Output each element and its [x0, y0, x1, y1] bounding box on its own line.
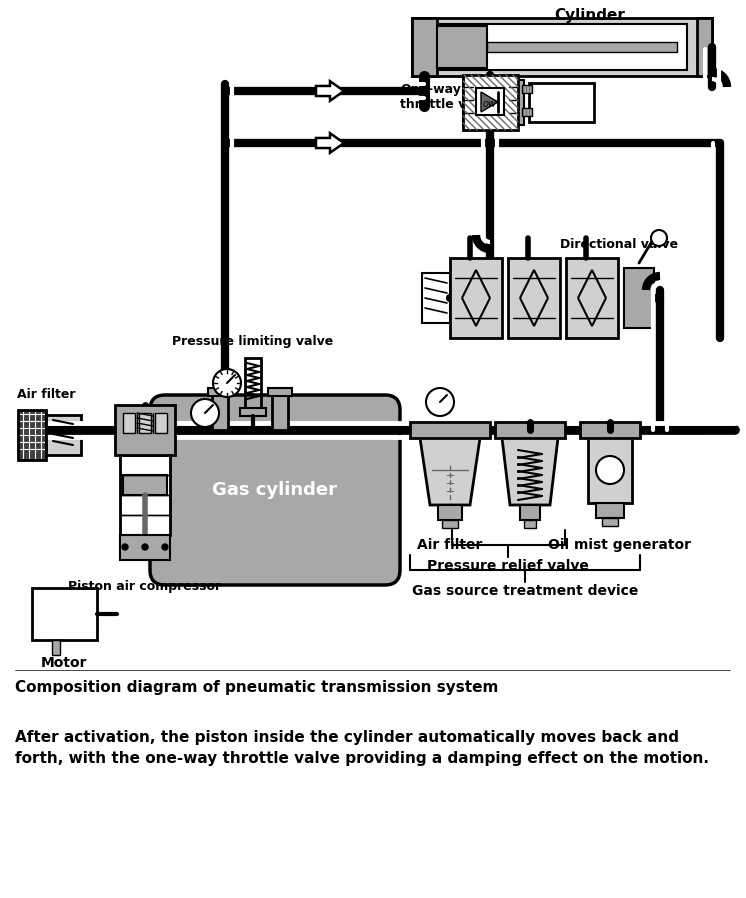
Circle shape	[191, 399, 219, 427]
Text: Air filter: Air filter	[16, 389, 75, 401]
Polygon shape	[316, 133, 344, 153]
Bar	[412, 18, 712, 76]
Bar	[524, 520, 536, 528]
Text: Oil mist generator: Oil mist generator	[548, 538, 692, 552]
Bar	[522, 85, 532, 93]
Text: One-way
throttle valve: One-way throttle valve	[400, 83, 495, 111]
Bar	[508, 258, 560, 338]
Bar	[272, 390, 288, 430]
Bar	[463, 80, 473, 125]
Bar	[437, 26, 487, 68]
Bar	[522, 108, 532, 116]
Bar	[596, 503, 624, 518]
Bar	[495, 422, 565, 438]
Text: Air filter: Air filter	[417, 538, 483, 552]
Bar	[215, 380, 235, 388]
Polygon shape	[316, 81, 344, 101]
Text: Directional valve: Directional valve	[560, 237, 678, 251]
Circle shape	[122, 544, 128, 550]
Bar	[219, 388, 231, 392]
Bar	[487, 42, 677, 52]
Bar	[566, 258, 618, 338]
Bar	[624, 268, 654, 328]
Text: Composition diagram of pneumatic transmission system: Composition diagram of pneumatic transmi…	[15, 680, 498, 695]
Circle shape	[142, 544, 148, 550]
Bar	[115, 405, 175, 455]
Bar	[155, 413, 167, 433]
Bar	[212, 390, 228, 430]
Bar	[120, 475, 170, 495]
Bar	[120, 515, 170, 535]
Bar	[602, 518, 618, 526]
Bar	[438, 505, 462, 520]
Bar	[410, 422, 490, 438]
Bar	[588, 438, 632, 503]
Bar	[123, 413, 135, 433]
Bar	[450, 258, 502, 338]
Bar	[123, 475, 167, 495]
Bar	[476, 88, 504, 115]
Circle shape	[162, 544, 168, 550]
Bar	[412, 18, 437, 76]
Bar	[442, 520, 458, 528]
Bar	[514, 80, 524, 125]
Text: Piston air compressor: Piston air compressor	[69, 580, 222, 593]
Bar	[240, 408, 266, 416]
Text: After activation, the piston inside the cylinder automatically moves back and
fo: After activation, the piston inside the …	[15, 730, 709, 766]
Bar	[580, 422, 640, 438]
Bar	[437, 24, 687, 70]
Text: Gas source treatment device: Gas source treatment device	[412, 584, 638, 598]
Bar	[463, 75, 518, 130]
Bar	[52, 640, 60, 655]
Bar	[32, 588, 97, 640]
Bar	[529, 83, 594, 122]
Bar	[245, 358, 261, 408]
Bar	[120, 455, 170, 475]
Bar	[120, 495, 170, 515]
Bar	[208, 388, 232, 396]
Bar	[422, 273, 450, 323]
Text: Pressure limiting valve: Pressure limiting valve	[172, 335, 333, 348]
Polygon shape	[502, 438, 558, 505]
Bar	[120, 535, 170, 560]
Circle shape	[651, 230, 667, 246]
Bar	[697, 18, 712, 76]
Text: Motor: Motor	[41, 656, 87, 670]
Polygon shape	[481, 92, 498, 112]
Circle shape	[213, 369, 241, 397]
Circle shape	[426, 388, 454, 416]
Bar	[139, 413, 151, 433]
Bar	[46, 415, 81, 455]
Text: ow: ow	[483, 99, 497, 109]
Bar	[18, 410, 46, 460]
Text: Cylinder: Cylinder	[554, 8, 625, 23]
Bar	[120, 455, 170, 535]
Text: Pressure relief valve: Pressure relief valve	[427, 559, 589, 573]
Polygon shape	[420, 438, 480, 505]
Text: Gas cylinder: Gas cylinder	[213, 481, 337, 499]
Bar	[520, 505, 540, 520]
Bar	[268, 388, 292, 396]
Bar	[46, 425, 143, 435]
Circle shape	[596, 456, 624, 484]
FancyBboxPatch shape	[150, 395, 400, 585]
